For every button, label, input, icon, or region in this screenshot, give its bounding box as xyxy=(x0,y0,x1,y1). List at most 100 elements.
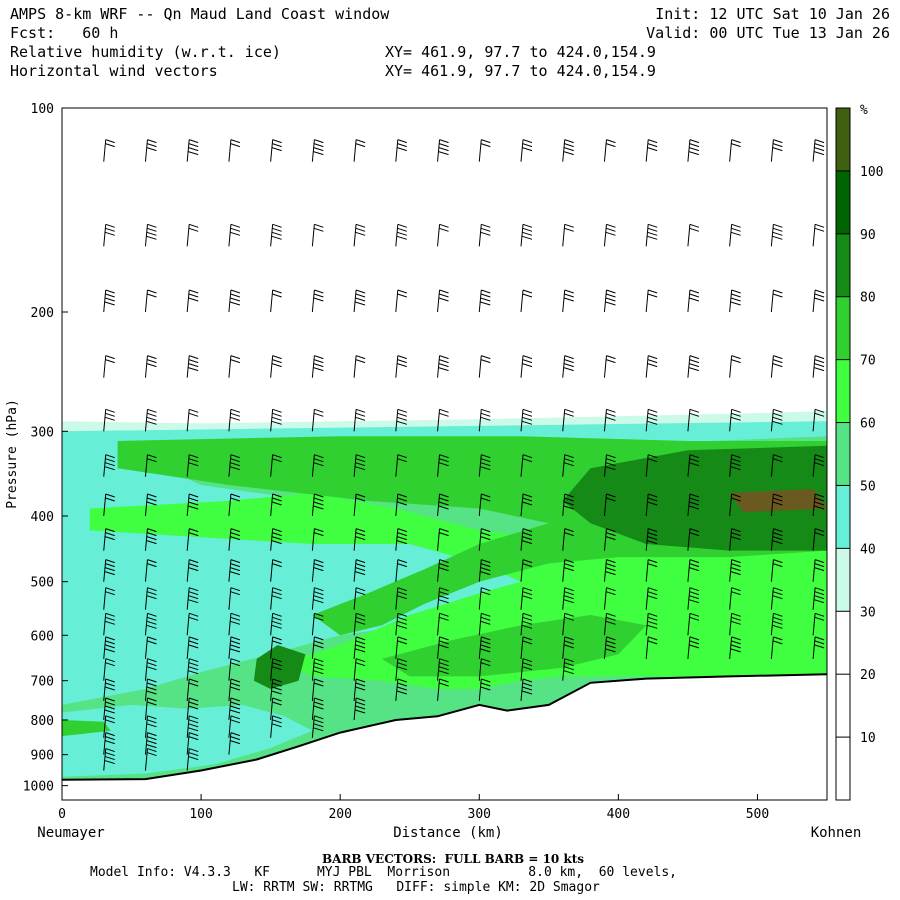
wind-barb xyxy=(770,139,783,162)
wind-barb xyxy=(812,493,825,517)
wind-barb xyxy=(103,697,115,721)
wind-barb xyxy=(186,715,199,738)
colorbar-frame xyxy=(835,107,851,801)
x-tick-label: 200 xyxy=(328,807,351,822)
wind-barb xyxy=(562,587,574,610)
wind-barb xyxy=(770,408,783,432)
wind-barb xyxy=(311,697,324,721)
wind-barb xyxy=(186,408,199,432)
colorbar-label: 100 xyxy=(860,165,883,180)
field-name-rh: Relative humidity (w.r.t. ice) xyxy=(10,43,281,61)
wind-barb xyxy=(311,559,324,582)
y-tick-label: 700 xyxy=(31,675,54,690)
colorbar-segment xyxy=(836,674,850,738)
terrain xyxy=(62,673,827,800)
y-tick-label: 200 xyxy=(31,306,54,321)
wind-barb xyxy=(562,223,574,247)
wind-barb xyxy=(562,408,574,432)
wind-barb xyxy=(270,408,282,432)
field-name-wind: Horizontal wind vectors xyxy=(10,62,218,80)
colorbar-label: 10 xyxy=(860,731,876,746)
wind-barb xyxy=(353,139,366,162)
x-tick-label: 0 xyxy=(58,807,66,822)
wind-barb xyxy=(311,715,324,738)
wind-barb xyxy=(603,528,616,551)
rh-region-1 xyxy=(62,704,313,777)
wind-barb xyxy=(812,408,825,432)
wind-barb xyxy=(186,678,199,702)
wind-barb xyxy=(437,355,449,378)
wind-barb xyxy=(603,289,616,313)
colorbar-segment xyxy=(836,611,850,675)
chart-title: AMPS 8-km WRF -- Qn Maud Land Coast wind… xyxy=(10,5,390,23)
colorbar-segment xyxy=(836,233,850,297)
wind-barb xyxy=(520,289,533,313)
colorbar-label: 50 xyxy=(860,479,876,494)
wind-barb xyxy=(770,587,783,610)
wind-barb xyxy=(687,454,700,477)
wind-barb xyxy=(353,612,366,636)
wind-barb xyxy=(520,559,533,582)
wind-barb xyxy=(103,355,115,378)
wind-barb xyxy=(478,223,491,247)
y-tick-label: 900 xyxy=(31,749,54,764)
wind-barb xyxy=(270,223,282,247)
wind-barb xyxy=(603,223,616,247)
wind-barb xyxy=(103,748,115,771)
wind-barb xyxy=(603,139,616,162)
wind-barb xyxy=(311,355,324,378)
cross-section-xy-2: XY= 461.9, 97.7 to 424.0,154.9 xyxy=(385,62,656,80)
x-tick-label: 400 xyxy=(607,807,630,822)
wind-barb xyxy=(311,658,324,681)
colorbar-segment xyxy=(836,296,850,360)
colorbar-label: 80 xyxy=(860,291,876,306)
wind-barb xyxy=(270,697,282,721)
colorbar-label: 20 xyxy=(860,668,876,683)
wind-barb xyxy=(437,493,449,517)
colorbar-label: 60 xyxy=(860,417,876,432)
wind-barb xyxy=(687,289,700,313)
wind-barb xyxy=(144,732,157,755)
wind-barb xyxy=(353,559,366,582)
wind-barb xyxy=(311,454,324,477)
colorbar: 10 20 30 40 50 60 70 80 90 100 xyxy=(835,107,883,801)
wind-barb xyxy=(395,408,407,432)
wind-barb xyxy=(520,493,533,517)
wind-barb xyxy=(353,355,366,378)
wind-barb xyxy=(144,454,157,477)
wind-barb xyxy=(687,612,700,636)
x-start-label: Neumayer xyxy=(37,825,104,841)
wind-barb xyxy=(395,636,407,659)
wind-barb xyxy=(520,355,533,378)
wind-barb xyxy=(812,636,825,659)
wind-barbs xyxy=(103,139,825,771)
wind-barb xyxy=(687,559,700,582)
wind-barb xyxy=(729,289,741,313)
wind-barb xyxy=(103,715,115,738)
wind-barb xyxy=(478,612,491,636)
wind-barb xyxy=(186,454,199,477)
wind-barb xyxy=(186,697,199,721)
wind-barb xyxy=(437,408,449,432)
colorbar-label: 30 xyxy=(860,605,876,620)
wind-barb xyxy=(562,139,574,162)
wind-barb xyxy=(353,636,366,659)
wind-barb xyxy=(770,493,783,517)
wind-barb xyxy=(144,612,157,636)
wind-barb xyxy=(186,355,199,378)
wind-barb xyxy=(228,289,241,313)
wind-barb xyxy=(270,139,282,162)
wind-barb xyxy=(478,454,491,477)
wind-barb xyxy=(270,289,282,313)
x-tick-label: 100 xyxy=(189,807,212,822)
wind-barb xyxy=(228,587,241,610)
wind-barb xyxy=(395,355,407,378)
wind-barb xyxy=(437,528,449,551)
wind-barb xyxy=(186,732,199,755)
wind-barb xyxy=(812,528,825,551)
wind-barb xyxy=(228,355,241,378)
y-tick-label: 500 xyxy=(31,576,54,591)
wind-barb xyxy=(144,559,157,582)
wind-barb xyxy=(478,408,491,432)
